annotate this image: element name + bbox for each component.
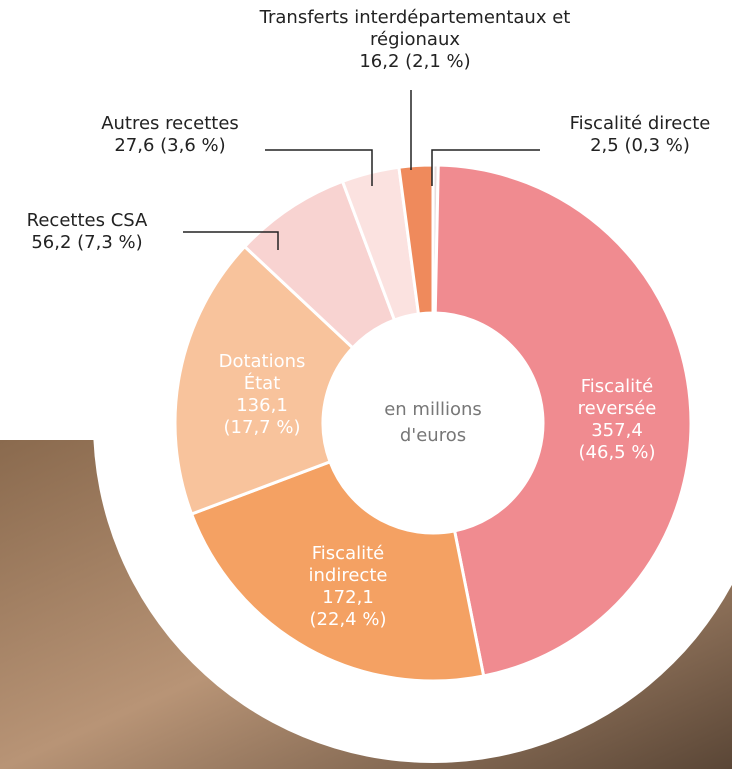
category-name: Fiscalité indirecte	[283, 543, 413, 587]
value-label: 172,1	[283, 587, 413, 609]
category-name: Fiscalité reversée	[552, 376, 682, 420]
category-name: Autres recettes	[70, 113, 270, 135]
slice-label: Transferts interdépartementaux et région…	[215, 7, 615, 73]
value-line: 2,5 (0,3 %)	[540, 135, 732, 157]
value-label: 2,5	[590, 135, 619, 156]
value-line: 136,1 (17,7 %)	[202, 395, 322, 439]
value-line: 172,1 (22,4 %)	[283, 587, 413, 631]
value-label: 136,1	[202, 395, 322, 417]
value-line: 56,2 (7,3 %)	[2, 232, 172, 254]
category-name: Fiscalité directe	[540, 113, 732, 135]
percent-label: (3,6 %)	[160, 135, 226, 156]
category-name: Dotations État	[202, 351, 322, 395]
percent-label: (2,1 %)	[405, 51, 471, 72]
value-label: 56,2	[31, 232, 71, 253]
percent-label: (0,3 %)	[624, 135, 690, 156]
value-label: 357,4	[552, 420, 682, 442]
category-name: Recettes CSA	[2, 210, 172, 232]
percent-label: (22,4 %)	[283, 609, 413, 631]
value-line: 16,2 (2,1 %)	[215, 51, 615, 73]
center-label: en millions d'euros	[363, 397, 503, 449]
percent-label: (17,7 %)	[202, 417, 322, 439]
value-label: 16,2	[359, 51, 399, 72]
percent-label: (46,5 %)	[552, 442, 682, 464]
category-name: Transferts interdépartementaux et région…	[215, 7, 615, 51]
value-line: 27,6 (3,6 %)	[70, 135, 270, 157]
page: en millions d'euros Fiscalité directe2,5…	[0, 0, 732, 769]
value-line: 357,4 (46,5 %)	[552, 420, 682, 464]
percent-label: (7,3 %)	[77, 232, 143, 253]
value-label: 27,6	[114, 135, 154, 156]
